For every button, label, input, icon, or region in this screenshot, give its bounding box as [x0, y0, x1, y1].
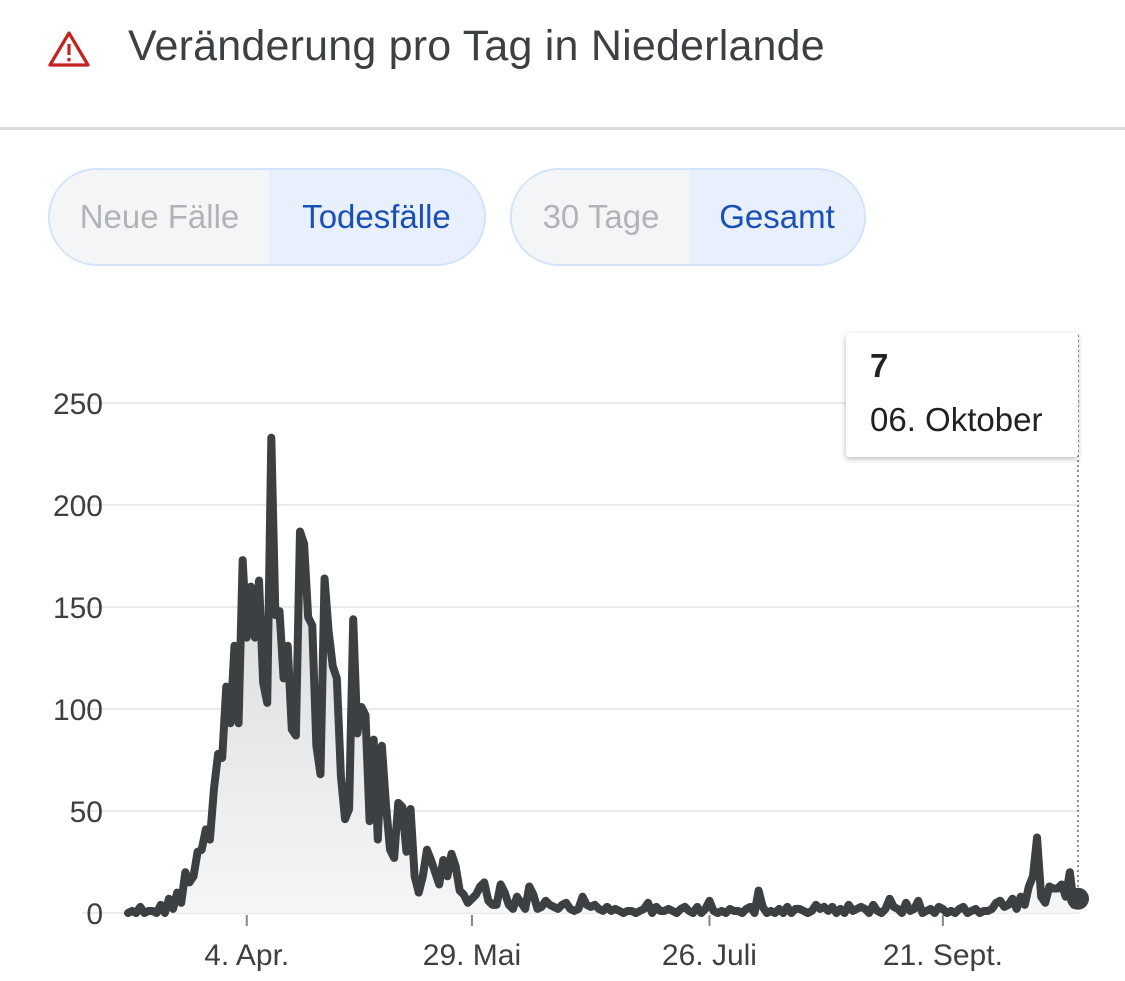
y-tick-label: 250 [53, 388, 103, 421]
deaths-chart[interactable]: 0 50 100 150 200 250 4. Apr. 29. Mai 26. Juli 21… [0, 300, 1125, 981]
x-tick-label: 4. Apr. [204, 939, 289, 972]
y-tick-label: 50 [70, 796, 103, 829]
header-divider [0, 127, 1125, 130]
tooltip-value: 7 [870, 347, 889, 384]
x-tick-label: 26. Juli [662, 939, 757, 972]
toggle-30-days[interactable]: 30 Tage [512, 170, 690, 264]
y-tick-label: 200 [53, 490, 103, 523]
y-tick-label: 150 [53, 592, 103, 625]
y-tick-label: 100 [53, 694, 103, 727]
y-tick-label: 0 [86, 898, 103, 931]
header: Veränderung pro Tag in Niederlande [0, 0, 1125, 128]
selected-point[interactable] [1067, 887, 1089, 910]
range-toggle: 30 Tage Gesamt [510, 168, 866, 266]
page-title: Veränderung pro Tag in Niederlande [128, 22, 825, 70]
tooltip-date: 06. Oktober [870, 401, 1043, 438]
chart-tooltip: 7 06. Oktober [846, 333, 1078, 457]
x-tick-label: 29. Mai [423, 939, 521, 972]
toggle-total[interactable]: Gesamt [690, 170, 864, 264]
x-tick-label: 21. Sept. [883, 939, 1003, 972]
deaths-line [124, 433, 1082, 917]
toggle-new-cases[interactable]: Neue Fälle [50, 170, 269, 264]
warning-triangle-icon [48, 31, 90, 67]
toggle-deaths[interactable]: Todesfälle [269, 170, 484, 264]
metric-toggle: Neue Fälle Todesfälle [48, 168, 486, 266]
